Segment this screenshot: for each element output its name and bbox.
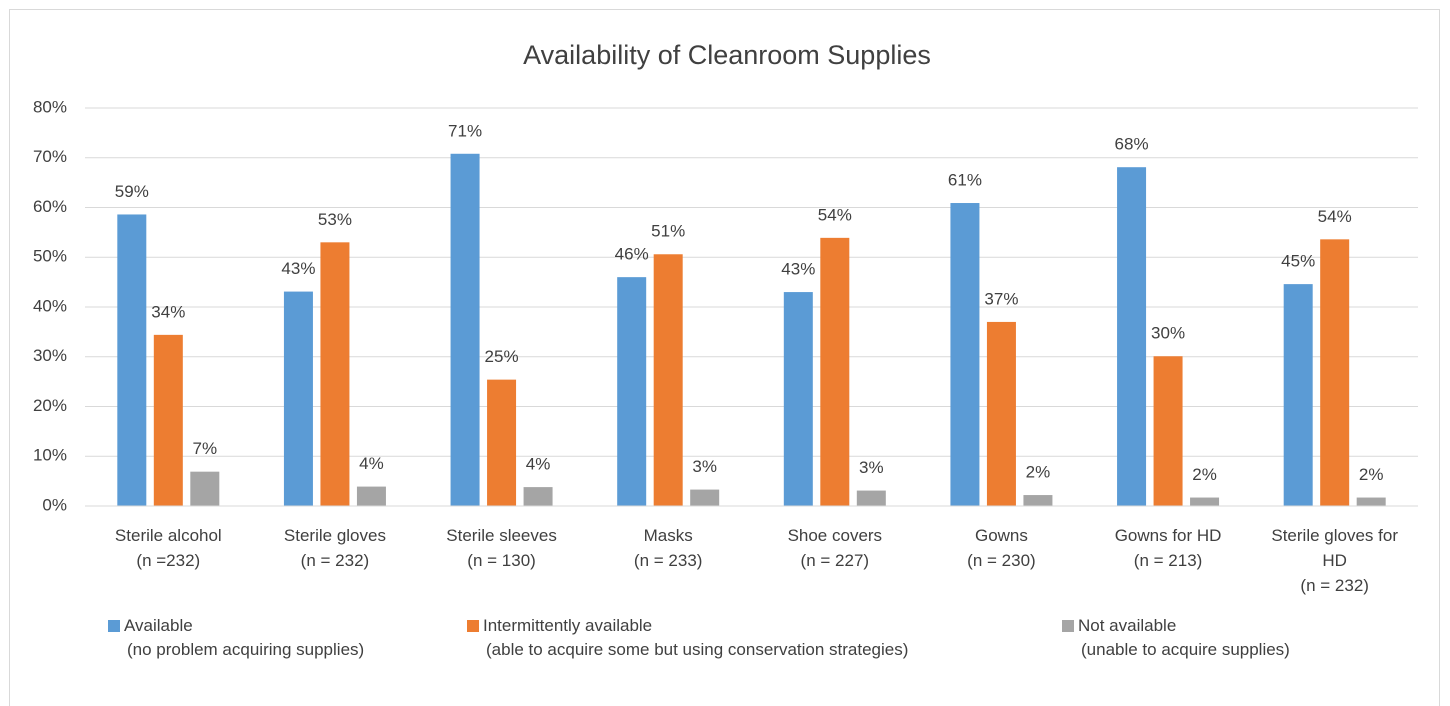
data-label: 37% xyxy=(984,289,1018,308)
bar xyxy=(356,486,386,506)
data-label: 30% xyxy=(1151,324,1185,343)
y-tick-label: 10% xyxy=(33,446,67,465)
legend-label: Available (no problem acquiring supplies) xyxy=(124,616,364,659)
data-label: 61% xyxy=(948,171,982,190)
bar xyxy=(1190,497,1220,506)
data-label: 59% xyxy=(115,182,149,201)
bar xyxy=(450,153,480,506)
bar xyxy=(1320,239,1350,506)
bar xyxy=(320,242,350,506)
chart-border xyxy=(9,9,1440,706)
y-tick-label: 60% xyxy=(33,197,67,216)
data-label: 4% xyxy=(359,454,384,473)
bar xyxy=(117,214,147,506)
y-tick-label: 30% xyxy=(33,346,67,365)
data-label: 3% xyxy=(859,458,884,477)
y-tick-label: 70% xyxy=(33,147,67,166)
data-label: 71% xyxy=(448,121,482,140)
x-tick-label: Sterile gloves (n = 232) xyxy=(284,526,386,570)
data-label: 54% xyxy=(1318,207,1352,226)
bar xyxy=(1356,497,1386,506)
legend-label: Intermittently available (able to acquire… xyxy=(483,616,908,659)
data-label: 7% xyxy=(193,439,218,458)
data-label: 34% xyxy=(151,302,185,321)
data-label: 25% xyxy=(485,347,519,366)
legend-label: Not available (unable to acquire supplies… xyxy=(1078,616,1290,659)
data-label: 46% xyxy=(615,245,649,264)
data-label: 2% xyxy=(1026,463,1051,482)
y-tick-label: 0% xyxy=(42,495,67,514)
x-tick-label: Sterile sleeves (n = 130) xyxy=(446,526,557,570)
bar xyxy=(617,277,647,506)
x-tick-label: Masks (n = 233) xyxy=(634,526,703,570)
bar xyxy=(523,487,553,506)
bar xyxy=(820,237,850,506)
y-tick-label: 50% xyxy=(33,247,67,266)
x-tick-label: Sterile gloves for HD (n = 232) xyxy=(1271,526,1398,595)
data-label: 68% xyxy=(1115,135,1149,154)
y-tick-label: 80% xyxy=(33,97,67,116)
bar xyxy=(487,379,517,506)
bar xyxy=(986,321,1016,506)
data-label: 43% xyxy=(281,259,315,278)
data-label: 51% xyxy=(651,222,685,241)
bar xyxy=(153,334,183,506)
data-label: 2% xyxy=(1192,465,1217,484)
bar xyxy=(950,203,980,506)
data-label: 4% xyxy=(526,455,551,474)
bar xyxy=(1153,356,1183,506)
bar xyxy=(783,292,813,506)
data-label: 2% xyxy=(1359,465,1384,484)
chart-title: Availability of Cleanroom Supplies xyxy=(523,40,931,70)
bar xyxy=(283,291,313,506)
bar xyxy=(190,471,220,506)
bar xyxy=(653,254,683,506)
x-tick-label: Gowns for HD (n = 213) xyxy=(1115,526,1222,570)
legend-swatch xyxy=(108,620,120,632)
legend-swatch xyxy=(1062,620,1074,632)
data-label: 45% xyxy=(1281,252,1315,271)
data-label: 53% xyxy=(318,210,352,229)
y-tick-label: 40% xyxy=(33,296,67,315)
x-tick-label: Shoe covers (n = 227) xyxy=(788,526,883,570)
data-label: 43% xyxy=(781,260,815,279)
x-tick-label: Sterile alcohol (n =232) xyxy=(115,526,222,570)
y-tick-label: 20% xyxy=(33,396,67,415)
bar xyxy=(1117,167,1147,506)
x-tick-label: Gowns (n = 230) xyxy=(967,526,1036,570)
bar xyxy=(690,489,720,506)
bar xyxy=(1283,284,1313,506)
data-label: 3% xyxy=(692,457,717,476)
legend-swatch xyxy=(467,620,479,632)
bar xyxy=(856,490,886,506)
bar xyxy=(1023,495,1053,506)
data-label: 54% xyxy=(818,205,852,224)
